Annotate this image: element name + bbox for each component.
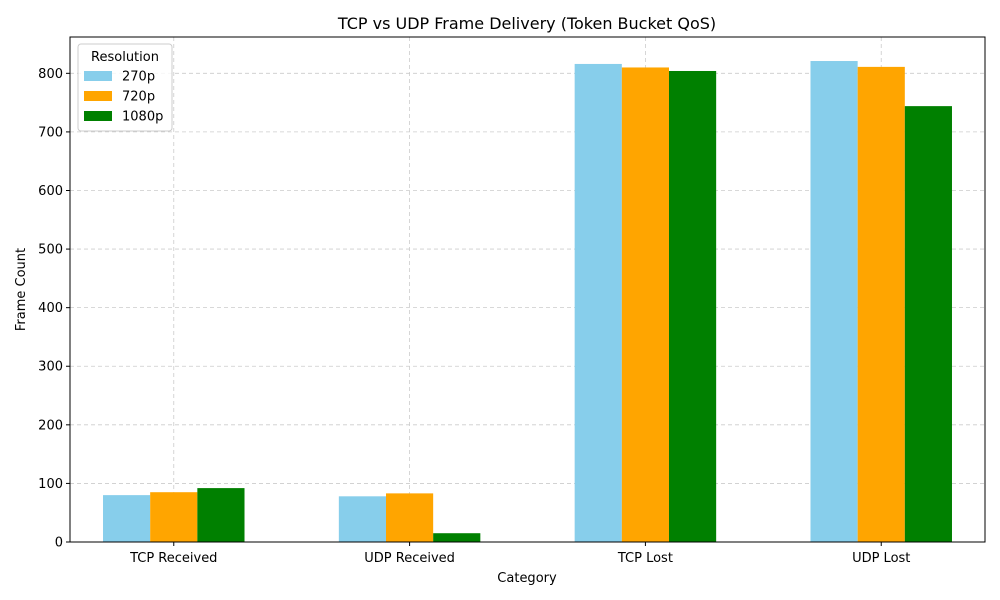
bar-270p-tcp-lost xyxy=(574,63,622,543)
legend-swatch xyxy=(84,71,112,81)
x-tick-label: UDP Received xyxy=(364,551,455,566)
bar-270p-udp-received xyxy=(338,496,387,542)
bar-1080p-udp-received xyxy=(433,533,481,542)
y-tick-label: 600 xyxy=(38,184,63,199)
x-tick-label: UDP Lost xyxy=(852,551,910,566)
y-tick-label: 400 xyxy=(38,301,63,316)
bar-720p-tcp-lost xyxy=(621,67,669,542)
bar-1080p-tcp-lost xyxy=(668,70,717,542)
y-axis-label: Frame Count xyxy=(14,248,29,331)
x-axis: TCP Received UDP Received TCP Lost UDP Lost xyxy=(129,542,910,566)
x-axis-label: Category xyxy=(497,571,557,586)
y-tick-label: 500 xyxy=(38,243,63,258)
legend-items: 270p 720p 1080p xyxy=(84,70,163,125)
plot-frame xyxy=(69,36,986,543)
bar-720p-tcp-received xyxy=(150,492,198,542)
x-tick-label: TCP Lost xyxy=(617,551,673,566)
y-tick-label: 800 xyxy=(38,67,63,82)
legend-swatch xyxy=(84,111,112,121)
bar-1080p-udp-lost xyxy=(904,106,952,542)
legend-swatch xyxy=(84,91,112,101)
y-tick-label: 700 xyxy=(38,125,63,140)
legend: Resolution 270p 720p 1080p xyxy=(77,43,173,132)
bar-1080p-tcp-received xyxy=(197,488,245,542)
legend-label: 720p xyxy=(122,90,155,105)
legend-box xyxy=(77,43,173,132)
y-tick-label: 0 xyxy=(55,536,63,551)
legend-label: 1080p xyxy=(122,110,163,125)
y-tick-label: 300 xyxy=(38,360,63,375)
y-tick-label: 100 xyxy=(38,477,63,492)
bars xyxy=(103,61,952,543)
bar-270p-tcp-received xyxy=(103,495,151,542)
bar-720p-udp-lost xyxy=(857,66,905,543)
chart-title: TCP vs UDP Frame Delivery (Token Bucket … xyxy=(337,14,716,33)
y-axis: 0 100 200 300 400 500 600 700 800 xyxy=(38,67,70,551)
bar-720p-udp-received xyxy=(386,493,434,542)
legend-label: 270p xyxy=(122,70,155,85)
y-tick-label: 200 xyxy=(38,418,63,433)
legend-title: Resolution xyxy=(91,50,159,65)
x-tick-label: TCP Received xyxy=(129,551,217,566)
bar-270p-udp-lost xyxy=(810,61,858,543)
